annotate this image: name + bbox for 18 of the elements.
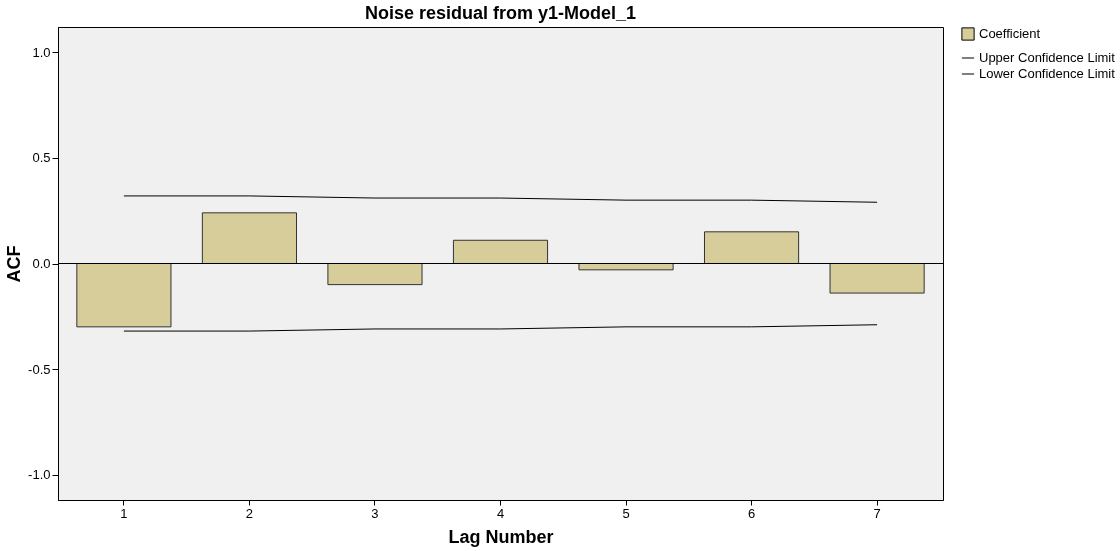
x-tick-label: 6 bbox=[747, 505, 756, 521]
x-tick-label: 4 bbox=[496, 505, 505, 521]
x-axis-title: Lag Number bbox=[448, 526, 554, 547]
legend-label: Upper Confidence Limit bbox=[979, 50, 1116, 65]
x-tick-label: 5 bbox=[622, 505, 630, 521]
y-tick-label: 0.5 bbox=[32, 150, 51, 166]
y-tick-label: -1.0 bbox=[28, 467, 51, 483]
x-tick-label: 3 bbox=[371, 505, 379, 521]
y-tick-label: 1.0 bbox=[32, 44, 51, 60]
x-tick-label: 2 bbox=[245, 505, 254, 521]
y-tick-label: 0.0 bbox=[32, 256, 51, 271]
legend-label: Lower Confidence Limit bbox=[979, 66, 1116, 81]
legend-label: Coefficient bbox=[979, 26, 1041, 41]
x-tick-label: 1 bbox=[120, 505, 128, 521]
y-tick-label: -0.5 bbox=[28, 361, 51, 377]
y-axis-title: ACF bbox=[4, 245, 25, 283]
chart-title: Noise residual from y1-Model_1 bbox=[364, 3, 637, 23]
x-tick-label: 7 bbox=[873, 505, 881, 521]
